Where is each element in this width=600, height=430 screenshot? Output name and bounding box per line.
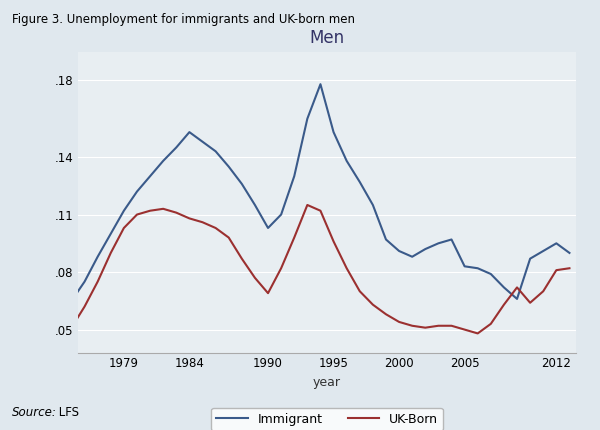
Immigrant bbox=[278, 212, 285, 217]
Immigrant bbox=[238, 181, 245, 187]
Immigrant bbox=[435, 241, 442, 246]
Immigrant bbox=[133, 189, 140, 194]
Immigrant bbox=[369, 203, 376, 208]
UK-Born bbox=[409, 323, 416, 329]
Text: LFS: LFS bbox=[55, 406, 79, 419]
UK-Born bbox=[553, 267, 560, 273]
UK-Born bbox=[539, 289, 547, 294]
Legend: Immigrant, UK-Born: Immigrant, UK-Born bbox=[211, 408, 443, 430]
UK-Born bbox=[212, 225, 219, 230]
Immigrant bbox=[553, 241, 560, 246]
UK-Born bbox=[474, 331, 481, 336]
UK-Born bbox=[356, 289, 364, 294]
UK-Born bbox=[107, 250, 115, 255]
UK-Born bbox=[133, 212, 140, 217]
Immigrant bbox=[382, 237, 389, 242]
Immigrant bbox=[395, 249, 403, 254]
UK-Born bbox=[81, 304, 88, 309]
Immigrant bbox=[173, 145, 180, 150]
Title: Men: Men bbox=[310, 29, 344, 47]
UK-Born bbox=[238, 256, 245, 261]
UK-Born bbox=[251, 275, 259, 280]
Line: UK-Born: UK-Born bbox=[71, 205, 569, 333]
Immigrant bbox=[409, 254, 416, 259]
UK-Born bbox=[304, 203, 311, 208]
UK-Born bbox=[160, 206, 167, 212]
UK-Born bbox=[343, 266, 350, 271]
Immigrant bbox=[251, 203, 259, 208]
UK-Born bbox=[448, 323, 455, 329]
UK-Born bbox=[199, 220, 206, 225]
UK-Born bbox=[435, 323, 442, 329]
Immigrant bbox=[500, 285, 508, 290]
Immigrant bbox=[94, 254, 101, 259]
Immigrant bbox=[160, 158, 167, 163]
Immigrant bbox=[225, 164, 232, 169]
Immigrant bbox=[304, 116, 311, 121]
Immigrant bbox=[448, 237, 455, 242]
UK-Born bbox=[68, 325, 75, 330]
UK-Born bbox=[278, 266, 285, 271]
Immigrant bbox=[265, 225, 272, 230]
Immigrant bbox=[514, 296, 521, 301]
UK-Born bbox=[186, 216, 193, 221]
Immigrant bbox=[343, 158, 350, 163]
Immigrant bbox=[317, 82, 324, 87]
Immigrant bbox=[199, 139, 206, 144]
UK-Born bbox=[527, 300, 534, 305]
Immigrant bbox=[461, 264, 468, 269]
UK-Born bbox=[146, 208, 154, 213]
UK-Born bbox=[225, 235, 232, 240]
UK-Born bbox=[120, 225, 127, 230]
UK-Born bbox=[382, 312, 389, 317]
Immigrant bbox=[68, 298, 75, 304]
UK-Born bbox=[395, 319, 403, 325]
UK-Born bbox=[265, 291, 272, 296]
Immigrant bbox=[290, 174, 298, 179]
Immigrant bbox=[146, 174, 154, 179]
Text: Source:: Source: bbox=[12, 406, 57, 419]
Immigrant bbox=[422, 246, 429, 252]
UK-Born bbox=[566, 266, 573, 271]
Immigrant bbox=[120, 208, 127, 213]
UK-Born bbox=[514, 285, 521, 290]
UK-Born bbox=[369, 302, 376, 307]
Immigrant bbox=[474, 266, 481, 271]
UK-Born bbox=[173, 210, 180, 215]
UK-Born bbox=[317, 208, 324, 213]
Immigrant bbox=[330, 129, 337, 135]
UK-Born bbox=[487, 321, 494, 326]
Immigrant bbox=[186, 129, 193, 135]
UK-Born bbox=[422, 325, 429, 330]
Immigrant bbox=[107, 231, 115, 236]
Line: Immigrant: Immigrant bbox=[71, 84, 569, 301]
Immigrant bbox=[566, 250, 573, 255]
X-axis label: year: year bbox=[313, 376, 341, 389]
Immigrant bbox=[487, 271, 494, 276]
UK-Born bbox=[330, 239, 337, 244]
UK-Born bbox=[461, 327, 468, 332]
Immigrant bbox=[539, 249, 547, 254]
Immigrant bbox=[212, 149, 219, 154]
UK-Born bbox=[500, 302, 508, 307]
Immigrant bbox=[356, 179, 364, 184]
UK-Born bbox=[94, 279, 101, 284]
UK-Born bbox=[290, 235, 298, 240]
Immigrant bbox=[81, 279, 88, 284]
Text: Figure 3. Unemployment for immigrants and UK-born men: Figure 3. Unemployment for immigrants an… bbox=[12, 13, 355, 26]
Immigrant bbox=[527, 256, 534, 261]
